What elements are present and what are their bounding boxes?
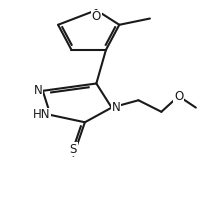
Text: N: N [34,84,43,97]
Text: O: O [174,89,183,103]
Text: HN: HN [33,108,50,122]
Text: N: N [112,101,120,114]
Text: S: S [70,143,77,156]
Text: O: O [92,10,101,23]
